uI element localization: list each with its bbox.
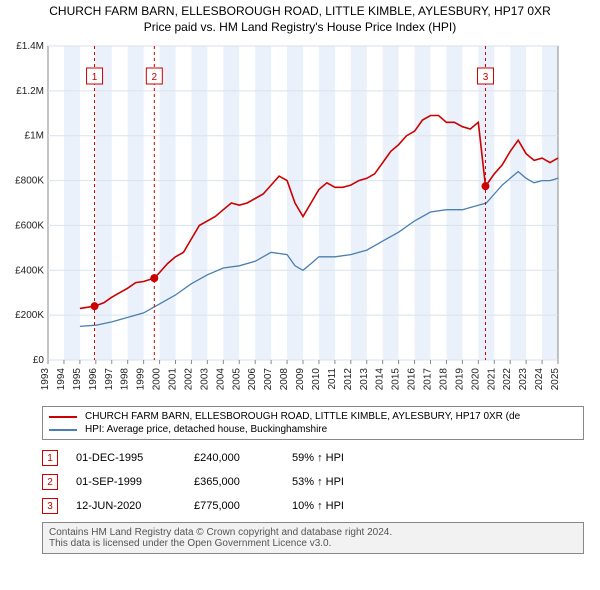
svg-text:£1.4M: £1.4M bbox=[16, 41, 44, 52]
legend-label: HPI: Average price, detached house, Buck… bbox=[85, 424, 327, 435]
legend-swatch bbox=[49, 416, 77, 418]
annotation-price: £240,000 bbox=[194, 452, 274, 464]
svg-text:2010: 2010 bbox=[311, 368, 322, 391]
svg-text:£400K: £400K bbox=[15, 265, 44, 276]
svg-text:2007: 2007 bbox=[263, 368, 274, 391]
svg-text:2024: 2024 bbox=[534, 368, 545, 391]
annotation-price: £365,000 bbox=[194, 476, 274, 488]
footer-line: Contains HM Land Registry data © Crown c… bbox=[49, 527, 577, 538]
annotation-row: 1 01-DEC-1995 £240,000 59% ↑ HPI bbox=[42, 450, 584, 466]
chart-title: CHURCH FARM BARN, ELLESBOROUGH ROAD, LIT… bbox=[6, 4, 594, 18]
annotation-delta: 10% ↑ HPI bbox=[292, 500, 344, 512]
annotation-delta: 53% ↑ HPI bbox=[292, 476, 344, 488]
svg-text:£800K: £800K bbox=[15, 176, 44, 187]
svg-text:1: 1 bbox=[92, 72, 98, 83]
annotation-marker: 2 bbox=[42, 474, 58, 490]
svg-text:3: 3 bbox=[483, 72, 489, 83]
svg-text:2020: 2020 bbox=[470, 368, 481, 391]
annotation-row: 3 12-JUN-2020 £775,000 10% ↑ HPI bbox=[42, 498, 584, 514]
svg-text:2009: 2009 bbox=[295, 368, 306, 391]
annotation-price: £775,000 bbox=[194, 500, 274, 512]
svg-text:2019: 2019 bbox=[454, 368, 465, 391]
svg-text:2005: 2005 bbox=[231, 368, 242, 391]
footer-line: This data is licensed under the Open Gov… bbox=[49, 538, 577, 549]
legend-label: CHURCH FARM BARN, ELLESBOROUGH ROAD, LIT… bbox=[85, 411, 520, 422]
svg-text:1999: 1999 bbox=[136, 368, 147, 391]
svg-text:2018: 2018 bbox=[438, 368, 449, 391]
legend-swatch bbox=[49, 429, 77, 431]
footer: Contains HM Land Registry data © Crown c… bbox=[42, 522, 584, 554]
svg-text:2016: 2016 bbox=[407, 368, 418, 391]
annotation-date: 01-SEP-1999 bbox=[76, 476, 176, 488]
svg-text:2003: 2003 bbox=[199, 368, 210, 391]
svg-text:1995: 1995 bbox=[72, 368, 83, 391]
svg-text:2: 2 bbox=[152, 72, 158, 83]
svg-text:1993: 1993 bbox=[40, 368, 51, 391]
svg-text:2021: 2021 bbox=[486, 368, 497, 391]
sale-annotations: 1 01-DEC-1995 £240,000 59% ↑ HPI 2 01-SEP-199… bbox=[42, 450, 584, 514]
svg-text:2006: 2006 bbox=[247, 368, 258, 391]
legend-row-property: CHURCH FARM BARN, ELLESBOROUGH ROAD, LIT… bbox=[49, 410, 577, 423]
annotation-delta: 59% ↑ HPI bbox=[292, 452, 344, 464]
svg-text:1994: 1994 bbox=[56, 368, 67, 391]
svg-text:2011: 2011 bbox=[327, 368, 338, 390]
annotation-marker: 1 bbox=[42, 450, 58, 466]
svg-text:£200K: £200K bbox=[15, 310, 44, 321]
svg-text:1996: 1996 bbox=[88, 368, 99, 391]
svg-text:2015: 2015 bbox=[391, 368, 402, 391]
svg-text:2023: 2023 bbox=[518, 368, 529, 391]
price-chart: £0 £200K £400K £600K £800K £1M £1.2M £1.4M 1993 1… bbox=[6, 40, 566, 400]
svg-text:2000: 2000 bbox=[152, 368, 163, 391]
svg-text:1998: 1998 bbox=[120, 368, 131, 391]
chart-subtitle: Price paid vs. HM Land Registry's House … bbox=[6, 20, 594, 34]
svg-text:2022: 2022 bbox=[502, 368, 513, 391]
svg-text:2014: 2014 bbox=[375, 368, 386, 391]
svg-text:£0: £0 bbox=[33, 355, 45, 366]
svg-text:2025: 2025 bbox=[550, 368, 561, 391]
legend: CHURCH FARM BARN, ELLESBOROUGH ROAD, LIT… bbox=[42, 406, 584, 440]
annotation-date: 01-DEC-1995 bbox=[76, 452, 176, 464]
legend-row-hpi: HPI: Average price, detached house, Buck… bbox=[49, 423, 577, 436]
svg-text:£1.2M: £1.2M bbox=[16, 86, 44, 97]
svg-text:2004: 2004 bbox=[215, 368, 226, 391]
svg-text:2012: 2012 bbox=[343, 368, 354, 391]
svg-text:£600K: £600K bbox=[15, 220, 44, 231]
svg-text:2013: 2013 bbox=[359, 368, 370, 391]
annotation-date: 12-JUN-2020 bbox=[76, 500, 176, 512]
chart-container: £0 £200K £400K £600K £800K £1M £1.2M £1.4M 1993 1… bbox=[6, 40, 594, 400]
annotation-row: 2 01-SEP-1999 £365,000 53% ↑ HPI bbox=[42, 474, 584, 490]
annotation-marker: 3 bbox=[42, 498, 58, 514]
svg-text:2001: 2001 bbox=[168, 368, 179, 391]
svg-text:1997: 1997 bbox=[104, 368, 115, 391]
svg-text:2008: 2008 bbox=[279, 368, 290, 391]
svg-text:£1M: £1M bbox=[25, 131, 44, 142]
svg-text:2002: 2002 bbox=[183, 368, 194, 391]
svg-text:2017: 2017 bbox=[423, 368, 434, 391]
